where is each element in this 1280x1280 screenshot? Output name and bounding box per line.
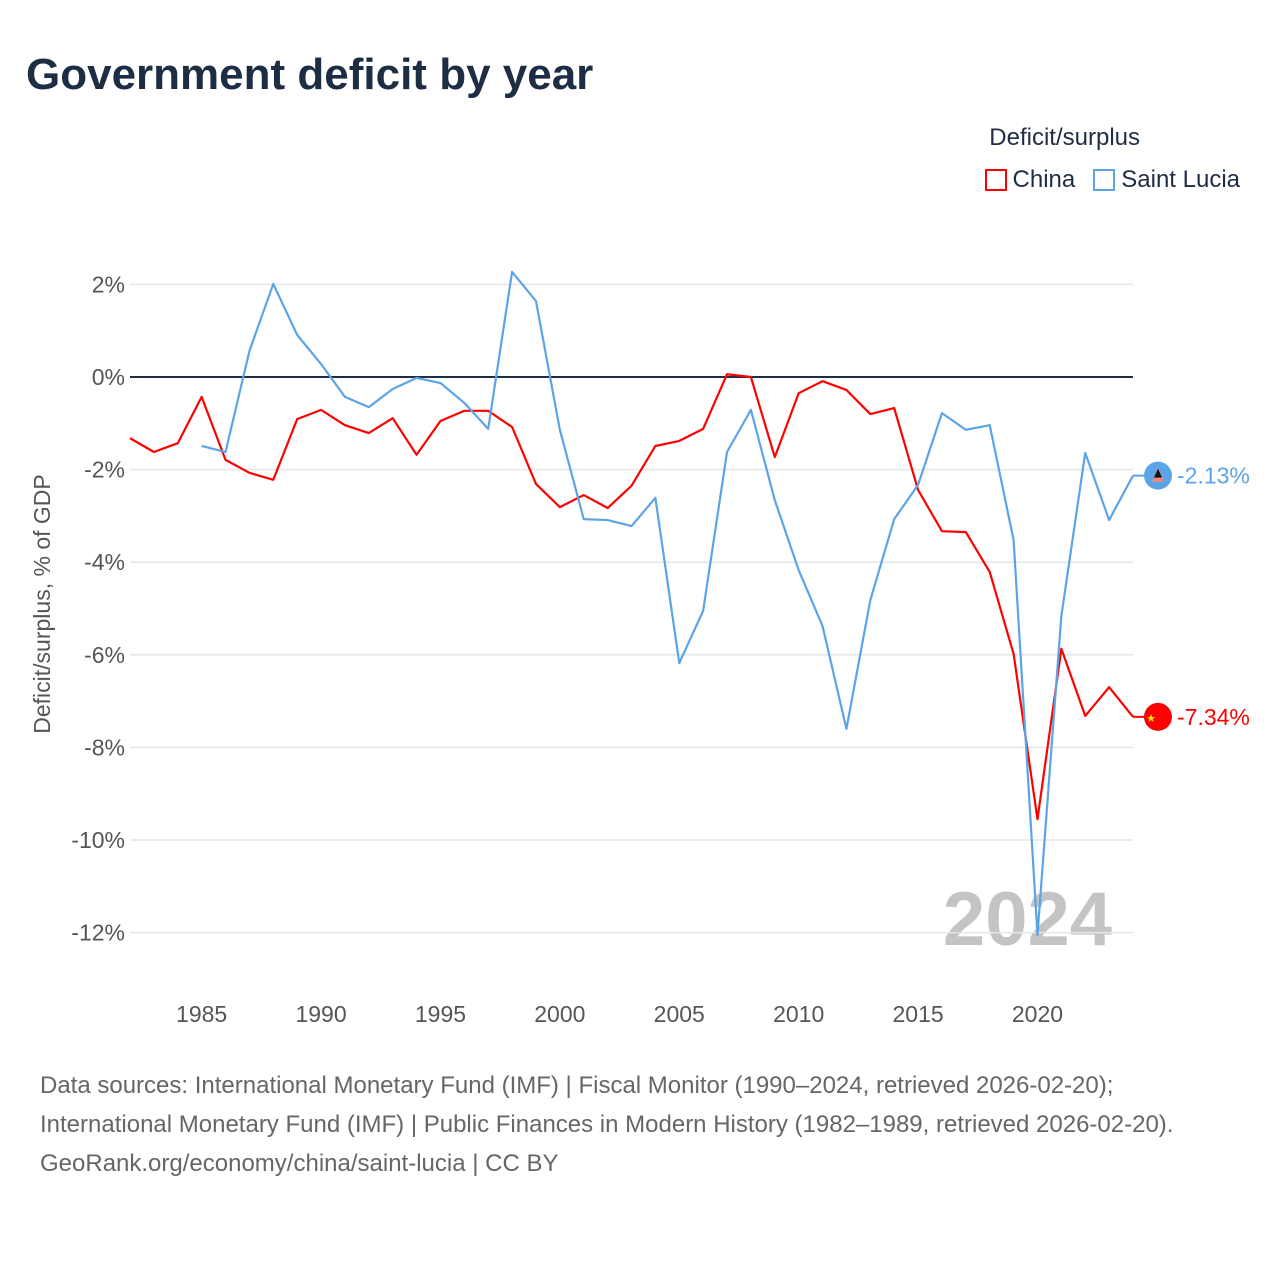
legend-item-china[interactable]: China (984, 166, 1076, 194)
x-tick-label: 2020 (1012, 1001, 1063, 1027)
y-tick-label: -4% (84, 549, 125, 575)
y-tick-label: -8% (84, 734, 125, 760)
legend-item-saint-lucia[interactable]: Saint Lucia (1093, 166, 1240, 194)
flag-triangle-icon (1154, 468, 1162, 478)
x-tick-label: 2005 (654, 1001, 705, 1027)
chart-title: Government deficit by year (26, 50, 594, 99)
sources-text: Data sources: International Monetary Fun… (40, 1072, 1174, 1138)
y-tick-label: -6% (84, 642, 125, 668)
flag-star-icon: ★ (1146, 713, 1156, 725)
y-tick-label: 2% (92, 271, 125, 297)
china-swatch-icon (984, 169, 1007, 191)
china-flag-icon (1144, 702, 1172, 731)
line-chart: 2024 2% 0% -2% -4% -6% -8% -10% -12% 1985 1990 1995… (29, 270, 1250, 1027)
x-tick-label: 2000 (534, 1001, 585, 1027)
x-tick-label: 1990 (295, 1001, 346, 1027)
legend-title: Deficit/surplus (989, 124, 1140, 151)
y-tick-label: -2% (84, 457, 125, 483)
y-axis-label: Deficit/surplus, % of GDP (29, 474, 55, 733)
y-tick-label: -12% (71, 920, 125, 946)
series-line-china (129, 373, 1134, 821)
x-tick-label: 2010 (773, 1001, 824, 1027)
end-value-label: -2.13% (1177, 463, 1250, 489)
x-tick-label: 2015 (892, 1001, 943, 1027)
y-tick-label: 0% (92, 364, 125, 390)
x-tick-label: 1995 (415, 1001, 466, 1027)
series-line-saint-lucia (201, 270, 1134, 937)
credit-link[interactable]: GeoRank.org/economy/china/saint-lucia | … (40, 1150, 559, 1177)
legend-label: China (1012, 166, 1076, 193)
sources: Data sources: International Monetary Fun… (40, 1066, 1240, 1183)
legend: China Saint Lucia (984, 166, 1240, 194)
saint-lucia-swatch-icon (1093, 169, 1116, 191)
x-tick-label: 1985 (176, 1001, 227, 1027)
end-value-label: -7.34% (1177, 704, 1250, 730)
year-watermark: 2024 (943, 877, 1112, 962)
y-tick-label: -10% (71, 827, 125, 853)
legend-label: Saint Lucia (1121, 166, 1240, 193)
